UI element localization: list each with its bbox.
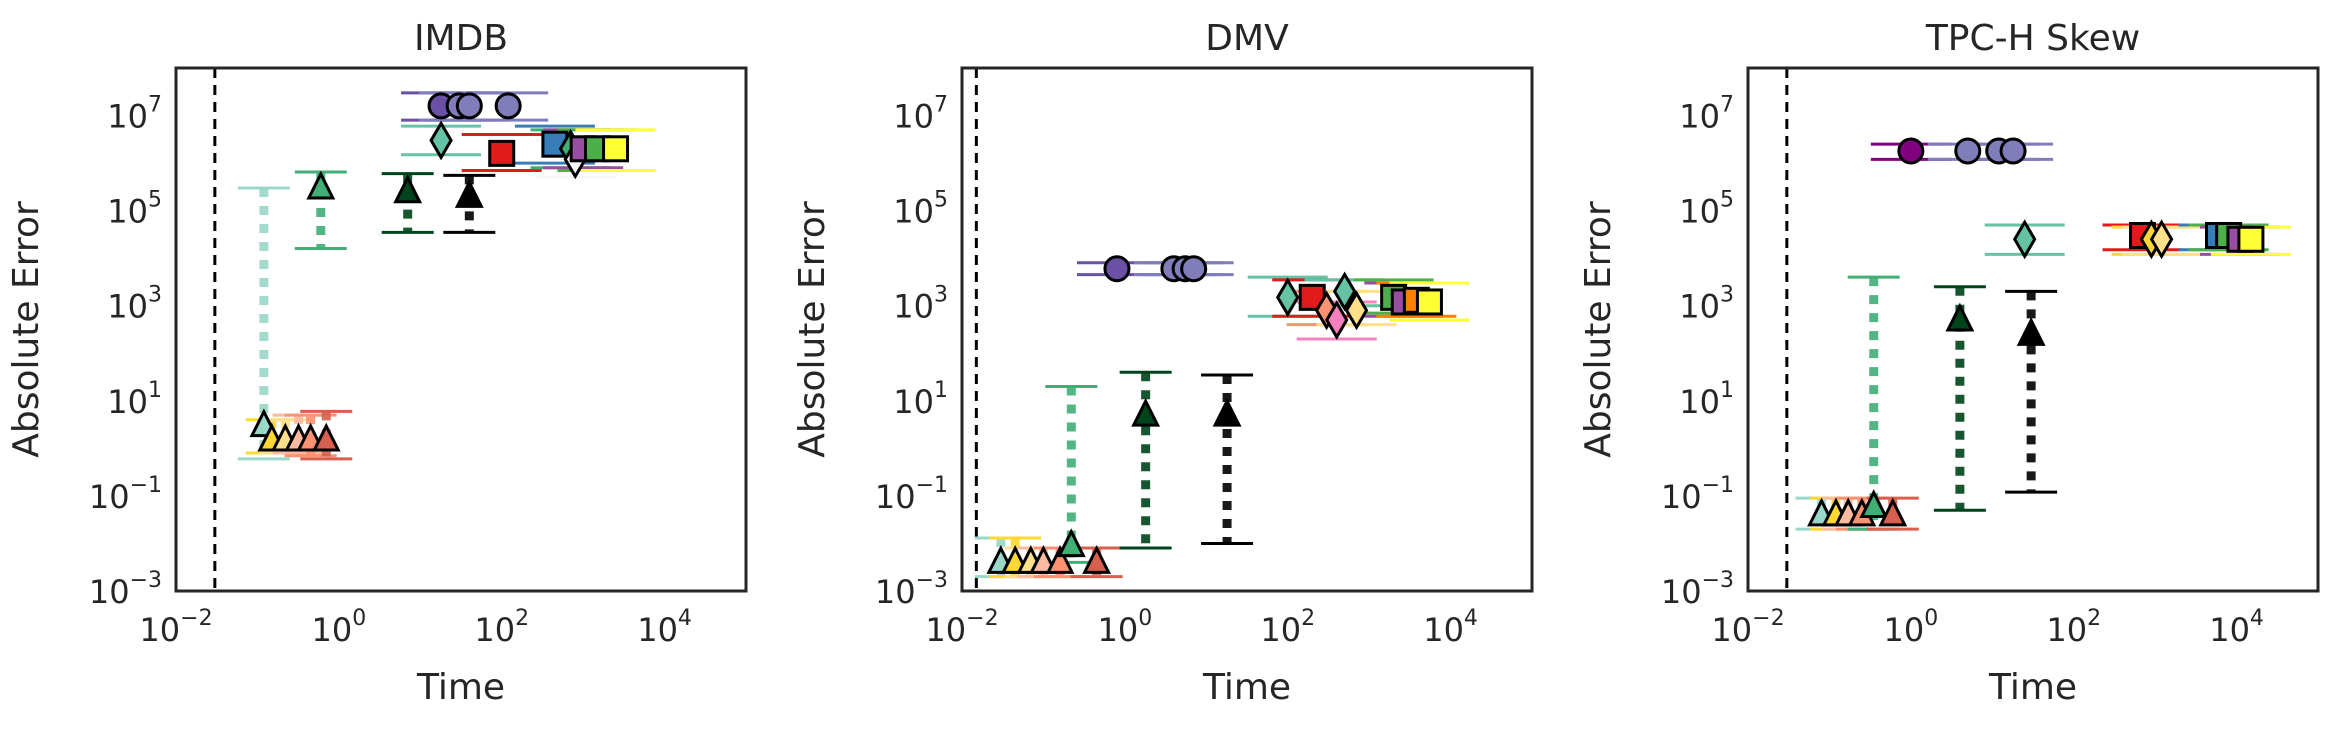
data-point-triangle — [454, 178, 484, 208]
x-tick-label: 10−2 — [1711, 606, 1784, 649]
data-point-square — [602, 135, 630, 163]
plot-area — [213, 68, 656, 591]
y-tick-label: 107 — [107, 93, 162, 136]
y-tick-label: 10−3 — [89, 568, 162, 611]
data-point-circle — [1180, 255, 1208, 283]
data-point-diamond — [2012, 219, 2037, 260]
data-point-triangle — [1045, 545, 1075, 574]
chart-title: DMV — [1205, 18, 1289, 59]
data-point-circle — [1103, 255, 1131, 283]
data-point-triangle — [1131, 397, 1161, 427]
y-tick-label: 105 — [107, 188, 162, 231]
data-point-triangle — [1878, 497, 1908, 527]
plot-frame — [174, 66, 748, 593]
data-point-circle — [1897, 137, 1925, 165]
y-tick-label: 101 — [1679, 378, 1734, 421]
x-tick-label: 104 — [2209, 606, 2264, 649]
y-tick-label: 10−1 — [875, 473, 948, 516]
data-point-circle — [1999, 137, 2027, 165]
data-point-diamond — [1324, 300, 1349, 340]
y-tick-label: 107 — [1679, 93, 1734, 136]
data-point-triangle — [1859, 489, 1889, 518]
x-tick-label: 10−2 — [925, 606, 998, 649]
data-point-triangle — [1082, 545, 1112, 574]
data-point-triangle — [306, 170, 336, 200]
y-tick-label: 101 — [107, 378, 162, 421]
x-axis-label: Time — [1988, 667, 2077, 708]
y-axis-label: Absolute Error — [792, 201, 833, 458]
data-point-square — [2237, 225, 2265, 253]
chart-panel-1: 10−2 100 102 104 10−3 10−1 101 103 105 107 IMDB Tim… — [6, 18, 748, 708]
x-tick-label: 102 — [2046, 606, 2101, 649]
data-point-triangle — [1945, 302, 1975, 332]
plot-frame — [1746, 66, 2320, 593]
y-tick-label: 10−3 — [1661, 568, 1734, 611]
x-tick-label: 104 — [637, 606, 692, 649]
y-axis-label: Absolute Error — [1578, 201, 1619, 458]
data-point-triangle — [393, 174, 423, 204]
data-point-square — [488, 139, 516, 167]
x-tick-label: 100 — [1883, 606, 1938, 649]
y-tick-label: 101 — [893, 378, 948, 421]
data-point-diamond — [1275, 277, 1300, 318]
y-tick-label: 105 — [893, 188, 948, 231]
data-point-triangle — [311, 422, 341, 452]
x-tick-label: 10−2 — [139, 606, 212, 649]
chart-title: IMDB — [414, 18, 508, 59]
data-point-triangle — [1056, 528, 1086, 558]
x-tick-label: 102 — [1260, 606, 1315, 649]
data-point-square — [1415, 288, 1443, 316]
data-point-diamond — [1344, 290, 1369, 331]
data-point-triangle — [1212, 397, 1242, 427]
data-point-circle — [1954, 137, 1982, 165]
x-axis-label: Time — [1202, 667, 1291, 708]
y-tick-label: 10−1 — [89, 473, 162, 516]
data-point-diamond — [429, 120, 453, 161]
data-point-circle — [494, 92, 522, 120]
x-tick-label: 100 — [1097, 606, 1152, 649]
plot-frame — [960, 66, 1534, 593]
data-point-triangle — [2016, 316, 2046, 346]
x-tick-label: 102 — [474, 606, 529, 649]
y-axis-label: Absolute Error — [6, 201, 47, 458]
chart-panel-3: 10−2 100 102 104 10−3 10−1 101 103 105 107 TPC-H S… — [1578, 18, 2320, 708]
y-tick-label: 107 — [893, 93, 948, 136]
plot-area — [974, 68, 1470, 591]
chart-title: TPC-H Skew — [1925, 18, 2140, 59]
x-tick-label: 100 — [311, 606, 366, 649]
data-point-diamond — [2149, 219, 2174, 260]
y-tick-label: 103 — [107, 283, 162, 326]
y-tick-label: 10−3 — [875, 568, 948, 611]
x-axis-label: Time — [416, 667, 505, 708]
plot-area — [1785, 68, 2291, 591]
y-tick-label: 103 — [1679, 283, 1734, 326]
x-tick-label: 104 — [1423, 606, 1478, 649]
data-point-circle — [455, 92, 483, 120]
y-tick-label: 10−1 — [1661, 473, 1734, 516]
chart-panel-2: 10−2 100 102 104 10−3 10−1 101 103 105 107 DMV Time… — [792, 18, 1534, 708]
y-tick-label: 105 — [1679, 188, 1734, 231]
data-point-diamond — [1332, 271, 1357, 312]
y-tick-label: 103 — [893, 283, 948, 326]
